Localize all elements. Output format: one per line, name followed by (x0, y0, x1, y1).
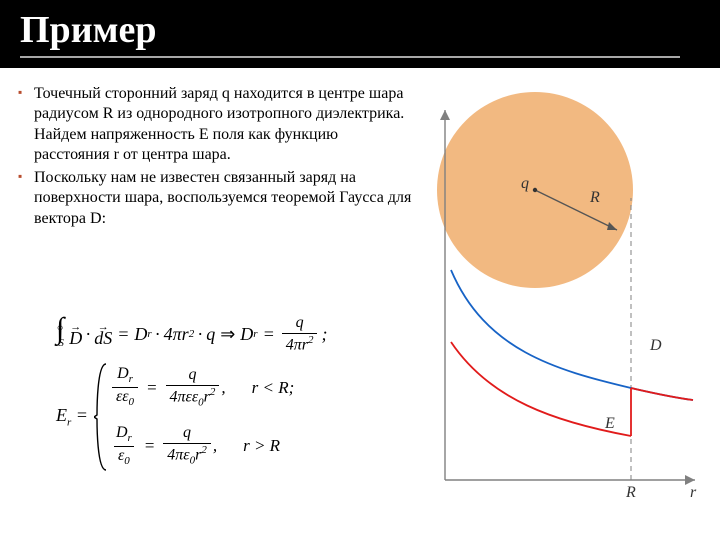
bullet-1: Точечный сторонний заряд q находится в ц… (18, 84, 413, 166)
diagram: q R D E R r (405, 80, 705, 510)
bracket-icon (94, 362, 108, 472)
formula-gauss-D: ∫○ S →D · →dS = Dr · 4πr2 ·q ⇒ Dr = q 4π… (56, 315, 436, 354)
title-bar: Пример (0, 0, 720, 68)
case-inside: Dr εε0 = q 4πεε0r2 , r < R; (110, 366, 294, 408)
curve-E-outside (631, 388, 693, 400)
curve-E-inside (451, 342, 631, 436)
case-outside: Dr ε0 = q 4πε0r2 , r > R (110, 425, 294, 467)
formula-Er-cases: Er = Dr εε0 = q 4πεε0r2 , r < R; (56, 362, 436, 472)
label-r-axis: r (690, 484, 697, 501)
body-text: Точечный сторонний заряд q находится в ц… (18, 84, 413, 231)
formula-block: ∫○ S →D · →dS = Dr · 4πr2 ·q ⇒ Dr = q 4π… (56, 315, 436, 472)
slide-title: Пример (20, 8, 680, 58)
bullet-2: Поскольку нам не известен связанный заря… (18, 168, 413, 229)
label-R-axis: R (625, 484, 636, 501)
label-E: E (604, 415, 615, 432)
label-R-sphere: R (589, 189, 600, 206)
label-q: q (521, 175, 529, 192)
label-D: D (649, 337, 662, 354)
